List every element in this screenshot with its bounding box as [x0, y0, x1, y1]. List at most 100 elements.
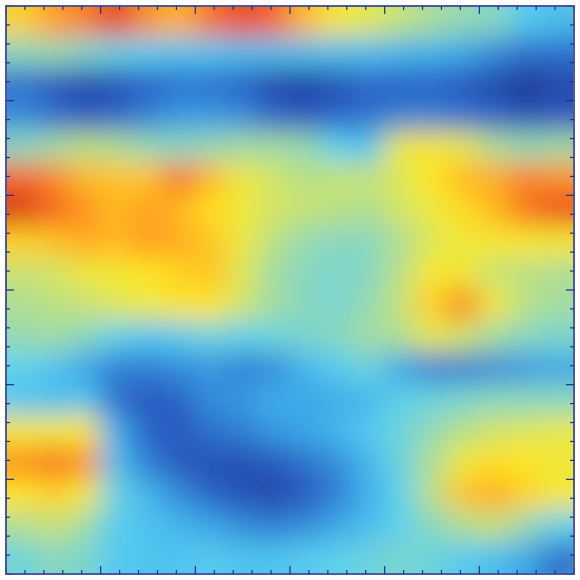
heatmap-cell [415, 510, 449, 544]
heatmap-cell [68, 100, 102, 134]
heatmap-cell [226, 5, 260, 39]
heatmap-cell [352, 352, 386, 386]
heatmap-cell [68, 447, 102, 481]
heatmap-cell [541, 321, 575, 355]
heatmap-cell [194, 289, 228, 323]
heatmap-cell [163, 131, 197, 165]
heatmap-cell [447, 226, 481, 260]
heatmap-cell [68, 226, 102, 260]
heatmap-cell [37, 226, 71, 260]
heatmap-cell [5, 163, 39, 197]
heatmap-cell [163, 257, 197, 291]
heatmap-cell [194, 100, 228, 134]
heatmap-cell [226, 321, 260, 355]
heatmap-cell [100, 226, 134, 260]
heatmap-cell [289, 257, 323, 291]
heatmap-cell [415, 541, 449, 575]
heatmap-cell [37, 415, 71, 449]
heatmap-cell [257, 163, 291, 197]
heatmap-cell [131, 384, 165, 418]
heatmap-cell [384, 415, 418, 449]
heatmap-cell [447, 352, 481, 386]
heatmap-cell [5, 447, 39, 481]
heatmap-cell [289, 478, 323, 512]
heatmap-cell [100, 510, 134, 544]
heatmap-cell [163, 194, 197, 228]
heatmap-cell [510, 257, 544, 291]
heatmap-cell [510, 226, 544, 260]
heatmap-cell [384, 100, 418, 134]
heatmap-cell [447, 447, 481, 481]
heatmap-cell [352, 100, 386, 134]
heatmap-cell [257, 289, 291, 323]
heatmap-cell [163, 510, 197, 544]
heatmap-cell [257, 68, 291, 102]
heatmap-cell [415, 321, 449, 355]
heatmap-cell [321, 5, 355, 39]
heatmap-cell [100, 541, 134, 575]
heatmap-cell [321, 447, 355, 481]
heatmap-cell [321, 37, 355, 71]
heatmap-cell [5, 478, 39, 512]
heatmap-cell [37, 5, 71, 39]
heatmap-cell [131, 289, 165, 323]
heatmap-cell [68, 68, 102, 102]
heatmap-cell [384, 289, 418, 323]
heatmap-cell [226, 352, 260, 386]
heatmap-cell [5, 510, 39, 544]
heatmap-cell [5, 352, 39, 386]
heatmap-cell [352, 68, 386, 102]
heatmap-cell [5, 415, 39, 449]
heatmap-cell [352, 510, 386, 544]
heatmap-cell [163, 478, 197, 512]
heatmap-cell [415, 289, 449, 323]
heatmap-cell [226, 541, 260, 575]
heatmap-cell [384, 37, 418, 71]
heatmap-cell [163, 321, 197, 355]
heatmap-cell [415, 447, 449, 481]
heatmap-cell [289, 163, 323, 197]
heatmap-cell [257, 226, 291, 260]
heatmap-cell [163, 37, 197, 71]
heatmap-cell [37, 321, 71, 355]
heatmap-cell [100, 478, 134, 512]
heatmap-cell [384, 321, 418, 355]
heatmap-cell [131, 68, 165, 102]
heatmap-cell [37, 384, 71, 418]
heatmap-cell [37, 163, 71, 197]
heatmap-cell [37, 37, 71, 71]
heatmap-cell [541, 447, 575, 481]
heatmap-cell [478, 194, 512, 228]
heatmap-cell [352, 163, 386, 197]
heatmap-cell [447, 163, 481, 197]
heatmap-cell [257, 447, 291, 481]
heatmap-cell [478, 541, 512, 575]
heatmap-cell [352, 541, 386, 575]
heatmap-cell [352, 37, 386, 71]
heatmap-cell [131, 510, 165, 544]
heatmap-cell [257, 5, 291, 39]
heatmap-cell [510, 289, 544, 323]
heatmap-cell [321, 415, 355, 449]
heatmap-cell [226, 194, 260, 228]
heatmap-cell [384, 447, 418, 481]
heatmap-cell [478, 163, 512, 197]
heatmap-cell [541, 257, 575, 291]
heatmap-cell [226, 257, 260, 291]
heatmap-cell [163, 100, 197, 134]
heatmap-cell [131, 321, 165, 355]
heatmap-cell [478, 478, 512, 512]
heatmap-cell [131, 257, 165, 291]
heatmap-cell [100, 352, 134, 386]
heatmap-cell [194, 541, 228, 575]
heatmap-cell [37, 510, 71, 544]
heatmap-cell [352, 415, 386, 449]
heatmap-cell [68, 510, 102, 544]
heatmap-cell [415, 131, 449, 165]
heatmap-cell [447, 289, 481, 323]
heatmap-cell [321, 194, 355, 228]
heatmap-cell [194, 194, 228, 228]
heatmap-cell [131, 5, 165, 39]
heatmap-cell [384, 68, 418, 102]
